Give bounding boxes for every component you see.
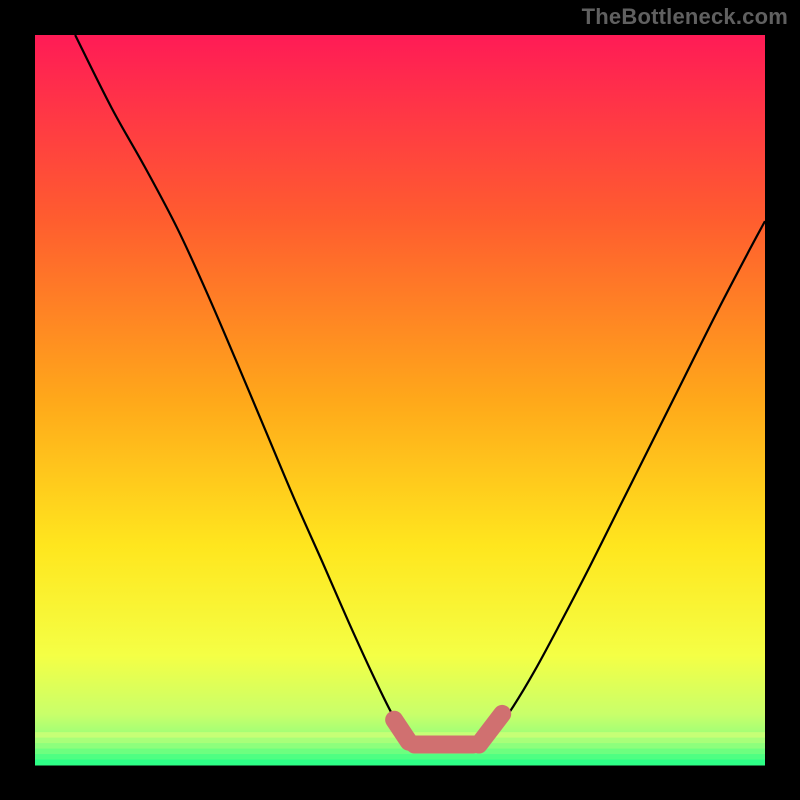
green-stripe	[35, 754, 765, 760]
gradient-bg	[35, 35, 765, 765]
chart-frame: TheBottleneck.com	[0, 0, 800, 800]
green-stripe	[35, 749, 765, 755]
optimal-marker	[394, 720, 409, 742]
watermark-text: TheBottleneck.com	[582, 4, 788, 30]
bottleneck-chart	[0, 0, 800, 800]
green-stripe	[35, 760, 765, 766]
